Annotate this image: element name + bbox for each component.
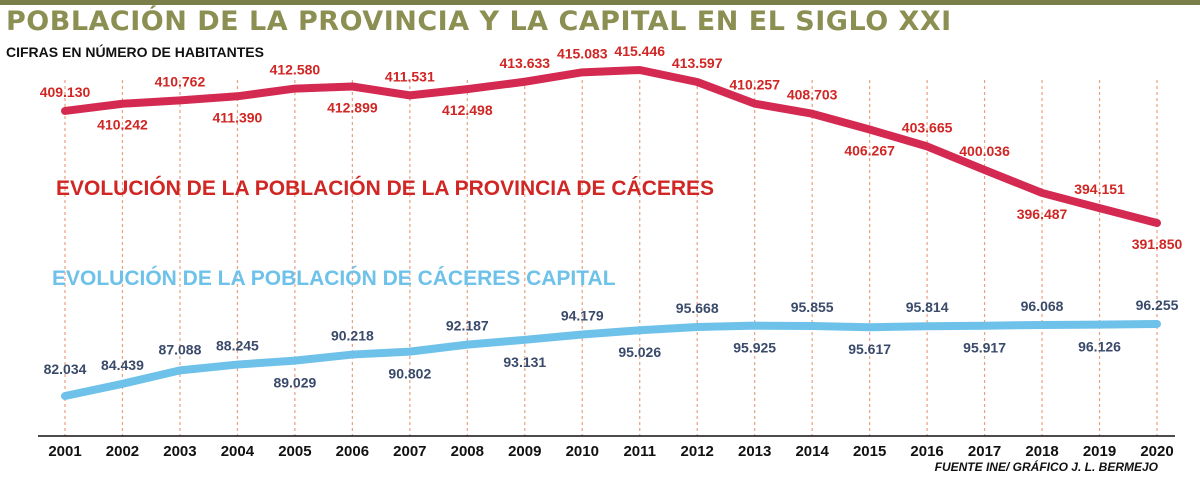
- x-tick-label: 2020: [1140, 443, 1173, 460]
- x-tick-label: 2008: [451, 443, 484, 460]
- x-tick-label: 2004: [221, 443, 255, 460]
- x-tick-label: 2016: [910, 443, 943, 460]
- data-label-capital: 95.925: [733, 340, 776, 356]
- data-label-capital: 82.034: [44, 361, 87, 377]
- x-tick-label: 2003: [163, 443, 196, 460]
- data-label-province: 411.390: [212, 109, 262, 125]
- data-label-capital: 90.218: [331, 328, 374, 344]
- data-label-province: 410.257: [729, 77, 780, 93]
- x-axis: 2001 2002 2003 2004 2005 2006 2007 2008 2009 2010…: [38, 435, 1175, 460]
- series-line-province: [61, 66, 1161, 227]
- x-tick-label: 2011: [623, 443, 656, 460]
- data-label-province: 411.531: [385, 68, 435, 84]
- data-label-capital: 84.439: [101, 357, 144, 373]
- data-label-province: 400.036: [959, 143, 1010, 159]
- data-label-capital: 95.814: [906, 299, 949, 315]
- label-layer: 409.130 410.242 410.762 411.390 412.580 412.8…: [40, 43, 1183, 391]
- data-label-capital: 96.255: [1136, 297, 1179, 313]
- data-label-capital: 93.131: [503, 354, 546, 370]
- data-label-capital: 94.179: [561, 308, 604, 324]
- data-label-province: 413.633: [499, 55, 550, 71]
- x-tick-label: 2009: [508, 443, 541, 460]
- data-label-province: 406.267: [844, 143, 895, 159]
- x-tick-label: 2012: [681, 443, 714, 460]
- grid-layer: [64, 80, 1158, 436]
- data-label-province: 415.446: [614, 43, 665, 59]
- data-label-capital: 95.617: [848, 341, 891, 357]
- x-tick-label: 2010: [566, 443, 599, 460]
- x-tick-label: 2013: [738, 443, 771, 460]
- data-label-capital: 95.668: [676, 300, 719, 316]
- data-label-capital: 88.245: [216, 338, 259, 354]
- data-label-province: 396.487: [1017, 206, 1068, 222]
- chart-title: POBLACIÓN DE LA PROVINCIA Y LA CAPITAL E…: [6, 6, 952, 37]
- data-label-capital: 95.026: [618, 344, 661, 360]
- data-label-province: 394.151: [1074, 181, 1125, 197]
- series-label-capital: EVOLUCIÓN DE LA POBLACIÓN DE CÁCERES CAP…: [52, 266, 616, 290]
- x-tick-label: 2015: [853, 443, 886, 460]
- data-label-province: 391.850: [1132, 236, 1183, 252]
- data-label-capital: 90.802: [388, 366, 431, 382]
- data-label-capital: 96.126: [1078, 339, 1121, 355]
- series-layer: [61, 66, 1161, 400]
- data-label-province: 412.498: [442, 102, 493, 118]
- data-label-capital: 96.068: [1021, 298, 1064, 314]
- x-tick-label: 2005: [278, 443, 311, 460]
- data-label-capital: 87.088: [159, 341, 202, 357]
- x-tick-label: 2018: [1025, 443, 1058, 460]
- x-tick-label: 2019: [1083, 443, 1116, 460]
- data-label-capital: 92.187: [446, 318, 489, 334]
- top-rule: [0, 0, 1200, 5]
- data-label-province: 412.580: [270, 62, 321, 78]
- data-label-capital: 95.917: [963, 340, 1006, 356]
- x-tick-label: 2014: [795, 443, 829, 460]
- data-label-province: 413.597: [672, 55, 723, 71]
- data-label-province: 410.242: [97, 117, 148, 133]
- data-label-province: 412.899: [327, 100, 378, 116]
- x-tick-label: 2017: [968, 443, 1001, 460]
- data-label-province: 409.130: [40, 84, 91, 100]
- data-label-province: 403.665: [902, 119, 953, 135]
- series-label-province: EVOLUCIÓN DE LA POBLACIÓN DE LA PROVINCI…: [56, 176, 714, 200]
- series-line-capital: [61, 320, 1161, 400]
- data-label-capital: 95.855: [791, 299, 834, 315]
- data-label-province: 408.703: [787, 87, 838, 103]
- x-tick-label: 2002: [106, 443, 139, 460]
- source-credit: FUENTE INE/ GRÁFICO J. L. BERMEJO: [934, 460, 1158, 474]
- x-tick-label: 2001: [48, 443, 81, 460]
- x-tick-label: 2006: [336, 443, 369, 460]
- chart-subtitle: CIFRAS EN NÚMERO DE HABITANTES: [6, 44, 264, 60]
- x-tick-label: 2007: [393, 443, 426, 460]
- data-label-province: 410.762: [155, 73, 206, 89]
- data-label-capital: 89.029: [273, 375, 316, 391]
- data-label-province: 415.083: [557, 45, 608, 61]
